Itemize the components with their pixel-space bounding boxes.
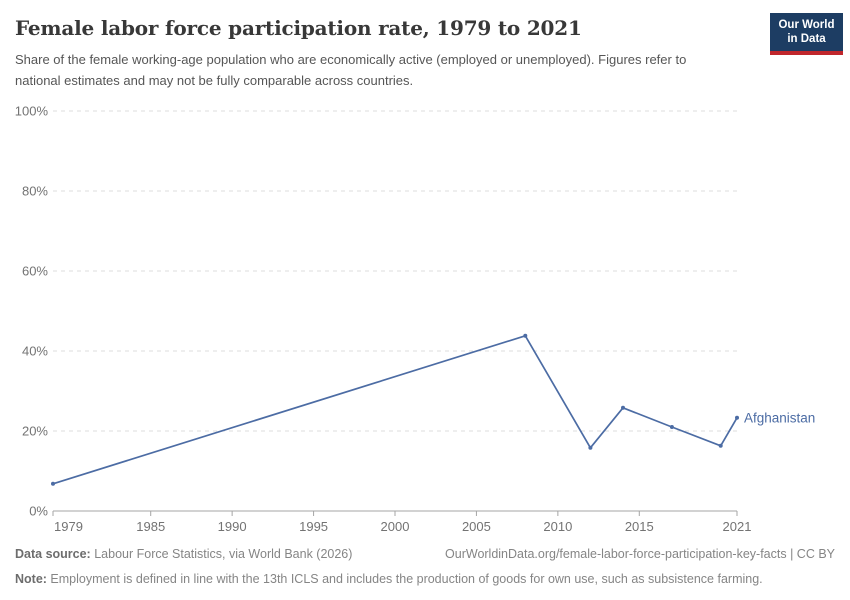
footnote-text: Employment is defined in line with the 1… bbox=[46, 571, 763, 586]
data-point[interactable] bbox=[51, 481, 55, 486]
y-tick-label: 40% bbox=[22, 344, 48, 359]
series-line[interactable] bbox=[52, 334, 738, 485]
y-tick-label: 20% bbox=[22, 424, 48, 439]
line-chart[interactable]: 0% 20% 40% 60% 80% 100% 1979 1985 1990 1995 2000 20… bbox=[0, 95, 850, 543]
data-point[interactable] bbox=[735, 415, 739, 420]
data-point[interactable] bbox=[718, 443, 723, 448]
data-point[interactable] bbox=[523, 333, 528, 338]
owid-logo[interactable]: Our World in Data bbox=[770, 13, 843, 55]
data-source: Data source: Labour Force Statistics, vi… bbox=[15, 546, 352, 564]
data-point[interactable] bbox=[588, 445, 593, 450]
x-tick-label: 1985 bbox=[136, 519, 165, 534]
data-source-label: Data source: bbox=[15, 547, 91, 561]
chart-footer: Data source: Labour Force Statistics, vi… bbox=[15, 546, 835, 588]
chart-subtitle: Share of the female working-age populati… bbox=[15, 52, 687, 88]
data-point[interactable] bbox=[621, 405, 625, 410]
footnote: Note: Employment is defined in line with… bbox=[15, 571, 835, 589]
page-title: Female labor force participation rate, 1… bbox=[15, 16, 582, 40]
footnote-label: Note: bbox=[15, 571, 47, 586]
series-end-label[interactable]: Afghanistan bbox=[744, 410, 815, 425]
x-tick-label: 1995 bbox=[299, 519, 328, 534]
data-point[interactable] bbox=[669, 425, 674, 429]
license-link[interactable]: OurWorldinData.org/female-labor-force-pa… bbox=[445, 547, 835, 561]
owid-logo-line2: in Data bbox=[787, 33, 826, 46]
y-tick-label: 60% bbox=[22, 264, 48, 279]
data-source-text: Labour Force Statistics, via World Bank … bbox=[90, 547, 353, 561]
x-tick-label: 1979 bbox=[54, 519, 83, 534]
x-tick-label: 2010 bbox=[543, 519, 572, 534]
y-tick-label: 80% bbox=[22, 184, 48, 199]
owid-logo-line1: Our World bbox=[778, 19, 835, 31]
x-tick-label: 2000 bbox=[381, 519, 410, 534]
x-tick-label: 2021 bbox=[723, 519, 752, 534]
y-tick-label: 100% bbox=[15, 104, 49, 119]
x-tick-label: 2005 bbox=[462, 519, 491, 534]
x-tick-label: 2015 bbox=[625, 519, 654, 534]
y-tick-label: 0% bbox=[29, 504, 48, 519]
x-tick-label: 1990 bbox=[218, 519, 247, 534]
